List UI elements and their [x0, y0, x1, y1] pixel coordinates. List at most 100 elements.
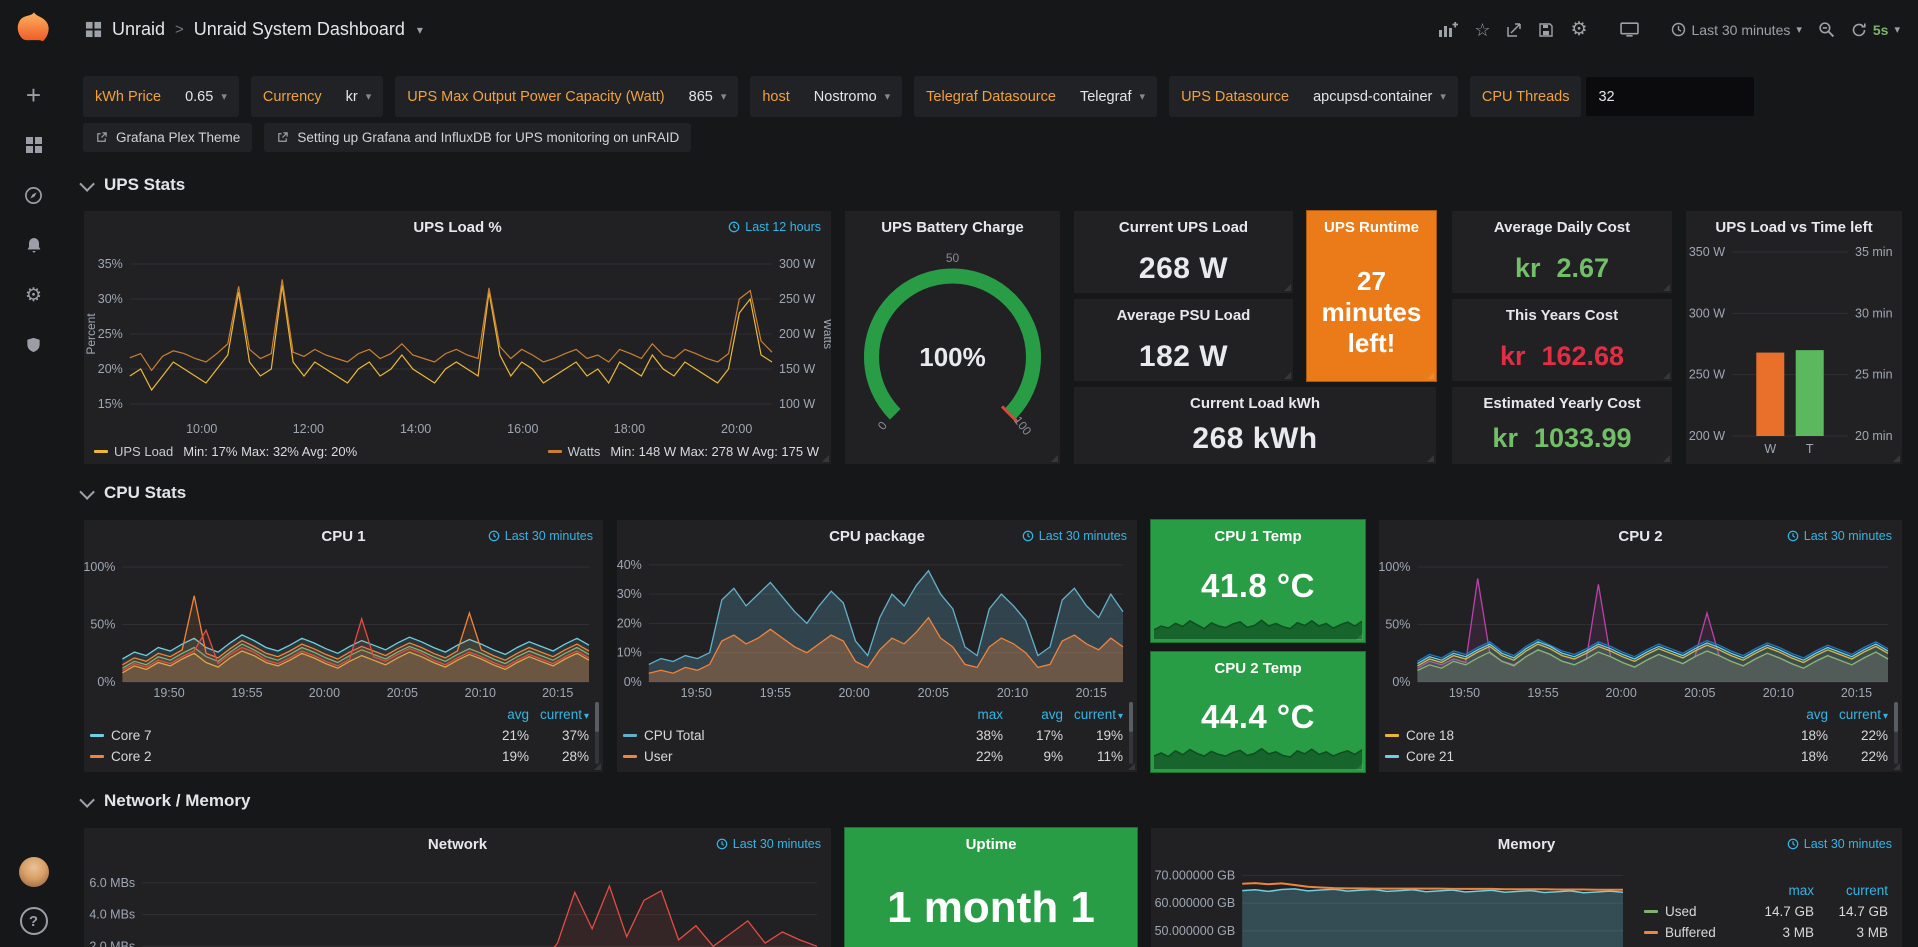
link-grafana-plex-theme[interactable]: Grafana Plex Theme: [83, 123, 252, 152]
panel-header[interactable]: Average PSU Load: [1074, 299, 1293, 332]
ups-load-legend[interactable]: UPS LoadMin: 17% Max: 32% Avg: 20% WattsM…: [94, 444, 819, 459]
section-cpu-stats[interactable]: CPU Stats: [83, 481, 186, 505]
chevron-down-icon: ▾: [885, 90, 891, 103]
svg-text:100%: 100%: [919, 342, 986, 372]
share-button[interactable]: [1506, 22, 1522, 38]
legend-row[interactable]: Core 721%37%: [90, 725, 589, 746]
legend-item[interactable]: WattsMin: 148 W Max: 278 W Avg: 175 W: [548, 444, 819, 459]
section-ups-stats[interactable]: UPS Stats: [83, 173, 185, 197]
ups-load-chart[interactable]: 15%20%25%30%35%Percent100 W150 W200 W250…: [84, 244, 831, 438]
svg-text:20:15: 20:15: [1841, 686, 1872, 700]
panel-header[interactable]: Average Daily Cost: [1452, 211, 1672, 244]
dashboard-title[interactable]: Unraid System Dashboard: [194, 19, 405, 40]
link-ups-monitoring-guide[interactable]: Setting up Grafana and InfluxDB for UPS …: [264, 123, 691, 152]
variable-value[interactable]: 865▾: [677, 76, 739, 117]
panel-header[interactable]: Current UPS Load: [1074, 211, 1293, 244]
panel-header[interactable]: Uptime: [845, 828, 1137, 861]
grafana-logo-icon[interactable]: [15, 10, 53, 48]
svg-text:300 W: 300 W: [779, 257, 815, 271]
variable-currency[interactable]: Currency kr▾: [251, 76, 383, 117]
chevron-down-icon[interactable]: ▾: [417, 23, 423, 37]
svg-text:100 W: 100 W: [779, 397, 815, 411]
legend-scrollbar[interactable]: [595, 702, 599, 764]
clock-icon: [1787, 530, 1799, 542]
svg-text:20:00: 20:00: [1606, 686, 1637, 700]
chevron-down-icon: ▾: [221, 90, 227, 103]
add-icon[interactable]: +: [21, 82, 47, 108]
zoom-out-button[interactable]: [1818, 21, 1835, 38]
legend-row[interactable]: Core 2118%22%: [1385, 746, 1888, 767]
legend-row[interactable]: Core 1818%22%: [1385, 725, 1888, 746]
chevron-down-icon[interactable]: ▾: [1894, 23, 1900, 36]
stat-value: 41.8 °C: [1201, 567, 1315, 605]
memory-chart[interactable]: 50.000000 GB60.000000 GB70.000000 GB: [1151, 861, 1637, 947]
legend-row[interactable]: Buffered3 MB3 MB: [1644, 922, 1888, 943]
chevron-down-icon: ▾: [366, 90, 372, 103]
cpu-package-legend[interactable]: maxavgcurrent▾CPU Total38%17%19%User22%9…: [623, 704, 1123, 767]
legend-scrollbar[interactable]: [1894, 702, 1898, 764]
svg-text:6.0 MBs: 6.0 MBs: [89, 876, 135, 890]
star-button[interactable]: ☆: [1474, 21, 1490, 39]
panel-cpu2-temp: CPU 2 Temp 44.4 °C: [1150, 651, 1366, 773]
sidebar: + ⚙ ?: [0, 0, 67, 947]
save-button[interactable]: [1538, 22, 1554, 38]
variable-value[interactable]: Nostromo▾: [802, 76, 902, 117]
breadcrumb-root[interactable]: Unraid: [112, 19, 165, 40]
user-avatar[interactable]: [19, 857, 49, 887]
variable-value[interactable]: kr▾: [334, 76, 384, 117]
svg-text:300 W: 300 W: [1689, 306, 1725, 320]
time-range-badge: Last 30 minutes: [1787, 837, 1892, 851]
load-vs-time-bars[interactable]: 200 W20 min250 W25 min300 W30 min350 W35…: [1686, 244, 1902, 458]
variable-value[interactable]: apcupsd-container▾: [1301, 76, 1458, 117]
cpu2-chart[interactable]: 0%50%100%19:5019:5520:0020:0520:1020:15: [1379, 553, 1902, 702]
panel-header[interactable]: UPS Runtime: [1307, 211, 1436, 244]
variable-ups-datasource[interactable]: UPS Datasource apcupsd-container▾: [1169, 76, 1458, 117]
legend-row[interactable]: CPU Total38%17%19%: [623, 725, 1123, 746]
cpu-threads-input[interactable]: [1585, 76, 1755, 117]
dashboard-links: Grafana Plex Theme Setting up Grafana an…: [83, 123, 691, 152]
add-panel-button[interactable]: [1438, 21, 1458, 38]
network-chart[interactable]: 2.0 MBs4.0 MBs6.0 MBs: [84, 861, 831, 947]
panel-header[interactable]: CPU 1 Temp: [1151, 520, 1365, 553]
panel-header[interactable]: This Years Cost: [1452, 299, 1672, 332]
variable-telegraf-datasource[interactable]: Telegraf Datasource Telegraf▾: [914, 76, 1157, 117]
variable-host[interactable]: host Nostromo▾: [750, 76, 902, 117]
stat-value: 27 minutes left!: [1322, 266, 1422, 358]
dashboard-settings-button[interactable]: ⚙: [1570, 20, 1587, 39]
legend-item[interactable]: UPS LoadMin: 17% Max: 32% Avg: 20%: [94, 444, 357, 459]
cpu2-legend[interactable]: avgcurrent▾Core 1818%22%Core 2118%22%: [1385, 704, 1888, 767]
cpu-package-chart[interactable]: 0%10%20%30%40%19:5019:5520:0020:0520:102…: [617, 553, 1137, 702]
dashboards-icon[interactable]: [21, 132, 47, 158]
legend-row[interactable]: Used14.7 GB14.7 GB: [1644, 901, 1888, 922]
variable-value[interactable]: 0.65▾: [173, 76, 239, 117]
stat-value: 44.4 °C: [1201, 698, 1315, 736]
variable-value[interactable]: Telegraf▾: [1068, 76, 1157, 117]
cpu1-legend[interactable]: avgcurrent▾Core 721%37%Core 219%28%: [90, 704, 589, 767]
panel-header[interactable]: UPS Battery Charge: [845, 211, 1060, 244]
legend-row[interactable]: Core 219%28%: [90, 746, 589, 767]
section-title: Network / Memory: [104, 791, 250, 811]
stat-value: 268 W: [1139, 252, 1228, 286]
explore-compass-icon[interactable]: [21, 182, 47, 208]
cycle-view-tv-button[interactable]: [1620, 22, 1639, 37]
variable-ups-max-output[interactable]: UPS Max Output Power Capacity (Watt) 865…: [395, 76, 738, 117]
configuration-gear-icon[interactable]: ⚙: [21, 282, 47, 308]
battery-gauge[interactable]: 050100100%: [845, 244, 1060, 458]
alerting-bell-icon[interactable]: [21, 232, 47, 258]
help-icon[interactable]: ?: [20, 907, 48, 935]
variable-label: UPS Max Output Power Capacity (Watt): [395, 76, 676, 117]
legend-scrollbar[interactable]: [1129, 702, 1133, 764]
time-range-picker[interactable]: Last 30 minutes ▾: [1671, 22, 1802, 38]
panel-header[interactable]: UPS Load vs Time left: [1686, 211, 1902, 244]
svg-text:12:00: 12:00: [293, 422, 324, 436]
panel-header[interactable]: CPU 2 Temp: [1151, 652, 1365, 685]
memory-legend[interactable]: maxcurrentUsed14.7 GB14.7 GBBuffered3 MB…: [1644, 880, 1888, 943]
variable-kwh-price[interactable]: kWh Price 0.65▾: [83, 76, 239, 117]
refresh-button[interactable]: 5s ▾: [1851, 22, 1900, 38]
panel-ups-runtime: UPS Runtime 27 minutes left!: [1306, 210, 1437, 382]
panel-header[interactable]: UPS Load %: [84, 211, 831, 244]
section-network-memory[interactable]: Network / Memory: [83, 789, 250, 813]
server-admin-shield-icon[interactable]: [21, 332, 47, 358]
cpu1-chart[interactable]: 0%50%100%19:5019:5520:0020:0520:1020:15: [84, 553, 603, 702]
legend-row[interactable]: User22%9%11%: [623, 746, 1123, 767]
